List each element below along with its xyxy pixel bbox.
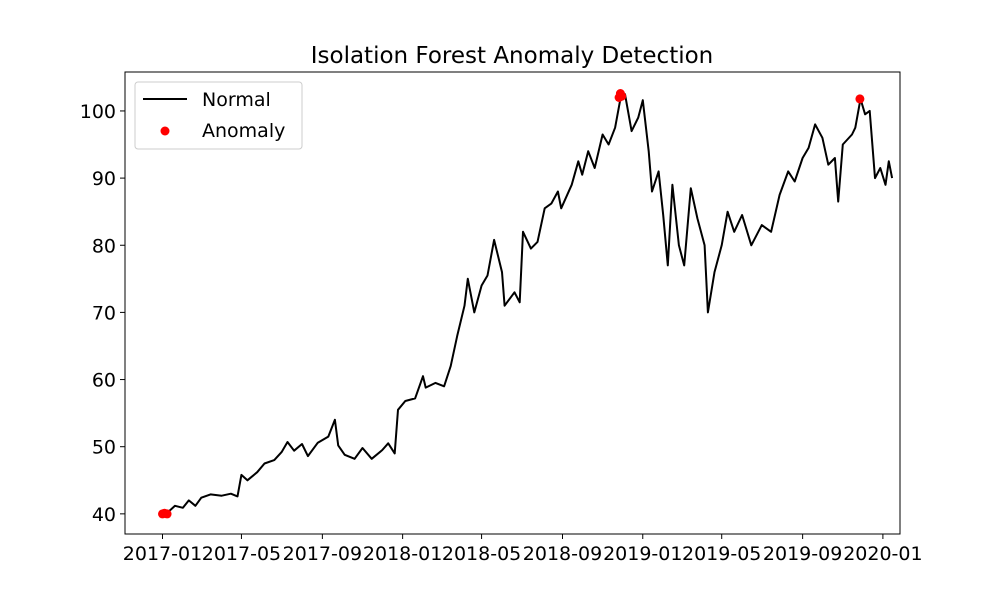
x-tick-label-6: 2018-09 bbox=[523, 543, 602, 565]
x-tick-label-8: 2019-05 bbox=[682, 543, 761, 565]
y-tick-label-5: 80 bbox=[92, 235, 116, 257]
x-tick-label-1: 2017-01 bbox=[123, 543, 202, 565]
plot-frame bbox=[124, 71, 901, 535]
y-tick-label-1: 40 bbox=[92, 504, 116, 526]
plot-area bbox=[158, 89, 894, 519]
x-tick-label-9: 2019-09 bbox=[763, 543, 842, 565]
anomaly-point-7 bbox=[855, 94, 865, 104]
series-line-normal bbox=[162, 93, 894, 515]
y-tick-label-4: 70 bbox=[92, 302, 116, 324]
anomaly-point-3 bbox=[162, 509, 172, 519]
y-tick-label-7: 100 bbox=[80, 101, 116, 123]
legend: Normal Anomaly bbox=[134, 81, 303, 150]
x-tick-label-2: 2017-05 bbox=[202, 543, 281, 565]
chart-title: Isolation Forest Anomaly Detection bbox=[311, 43, 714, 69]
x-tick-label-5: 2018-05 bbox=[442, 543, 521, 565]
legend-marker-swatch bbox=[160, 126, 170, 136]
x-tick-label-3: 2017-09 bbox=[283, 543, 362, 565]
legend-label-normal: Normal bbox=[202, 89, 271, 111]
axes: 2017-01 2017-05 2017-09 2018-01 2018-05 2018-… bbox=[80, 101, 923, 565]
y-tick-label-2: 50 bbox=[92, 437, 116, 459]
y-tick-label-6: 90 bbox=[92, 168, 116, 190]
x-tick-label-10: 2020-01 bbox=[843, 543, 922, 565]
x-tick-label-7: 2019-01 bbox=[603, 543, 682, 565]
x-tick-label-4: 2018-01 bbox=[363, 543, 442, 565]
anomaly-point-6 bbox=[617, 91, 627, 101]
y-tick-label-3: 60 bbox=[92, 370, 116, 392]
legend-label-anomaly: Anomaly bbox=[202, 120, 285, 142]
